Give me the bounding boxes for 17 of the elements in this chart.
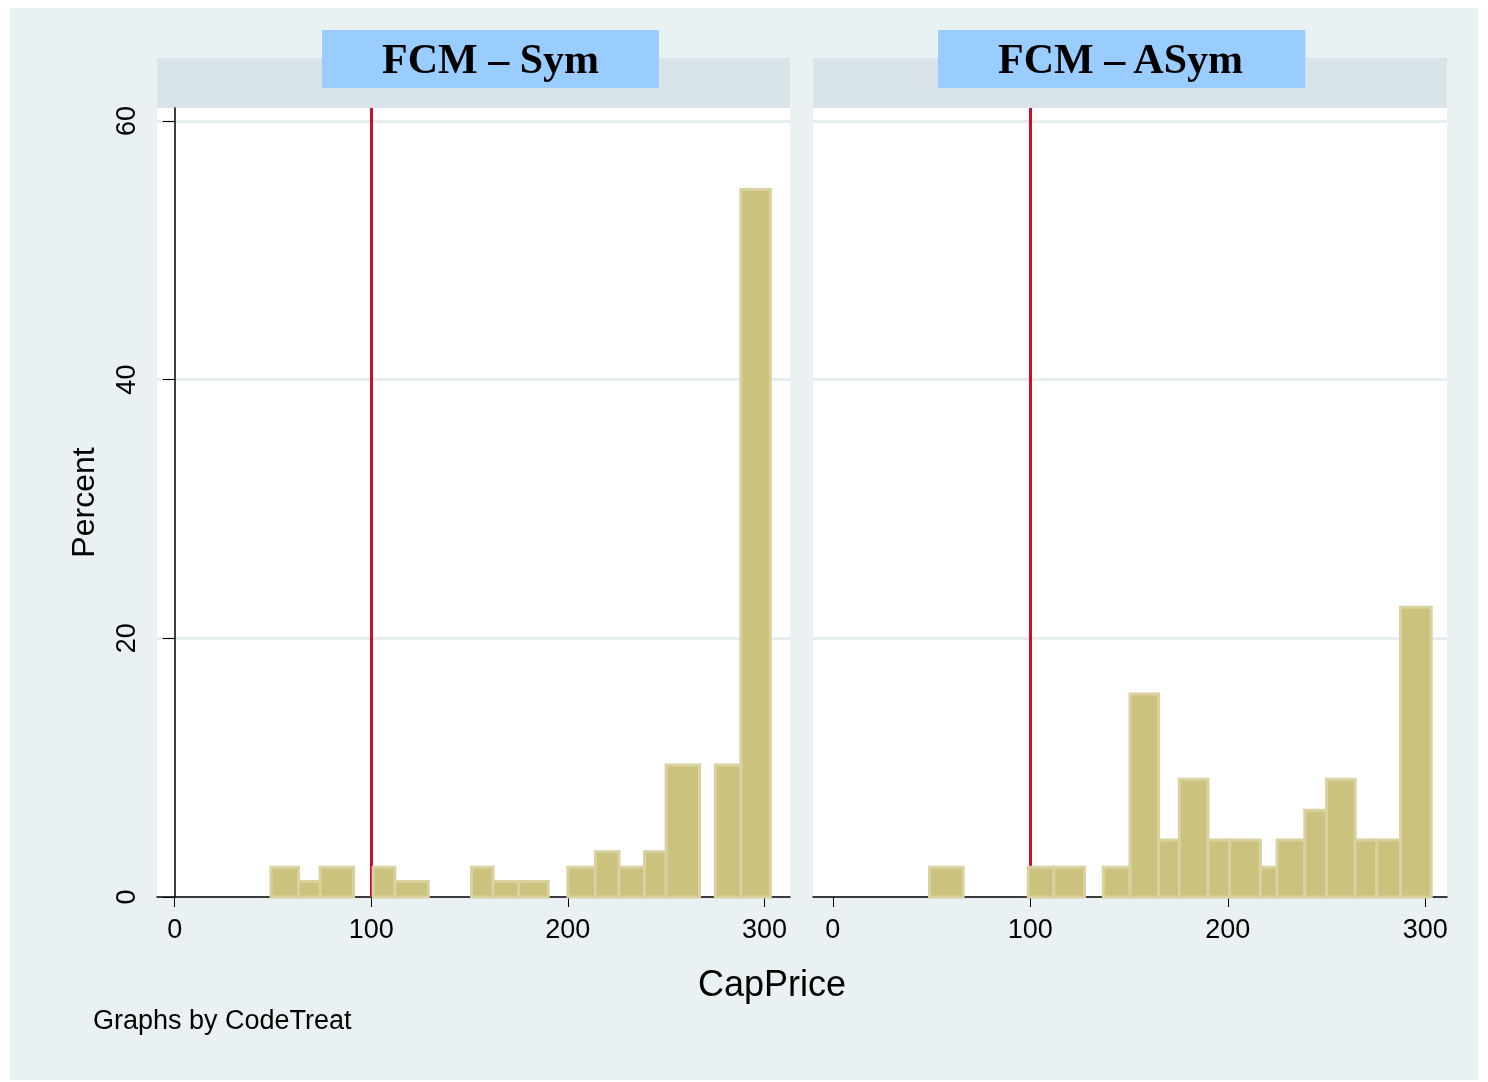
x-tick-label: 200	[545, 913, 591, 944]
y-tick-label: 0	[110, 889, 141, 905]
chart-title: FCM – ASym	[998, 36, 1243, 82]
x-tick-label: 200	[1205, 913, 1251, 944]
x-tick-label: 300	[1402, 913, 1448, 944]
x-tick-label: 0	[825, 913, 841, 944]
chart-title: FCM – Sym	[382, 36, 599, 82]
y-axis-title: Percent	[65, 447, 101, 558]
y-tick-label: 40	[110, 364, 141, 395]
y-tick-label: 60	[110, 105, 141, 136]
x-axis-title: CapPrice	[696, 963, 848, 1005]
x-tick-label: 300	[741, 913, 787, 944]
x-tick-label: 100	[1007, 913, 1053, 944]
y-tick-label: 20	[110, 623, 141, 654]
text: Graphs by CodeTreat	[93, 1005, 352, 1036]
x-tick-label: 100	[348, 913, 394, 944]
x-tick-label: 0	[167, 913, 183, 944]
